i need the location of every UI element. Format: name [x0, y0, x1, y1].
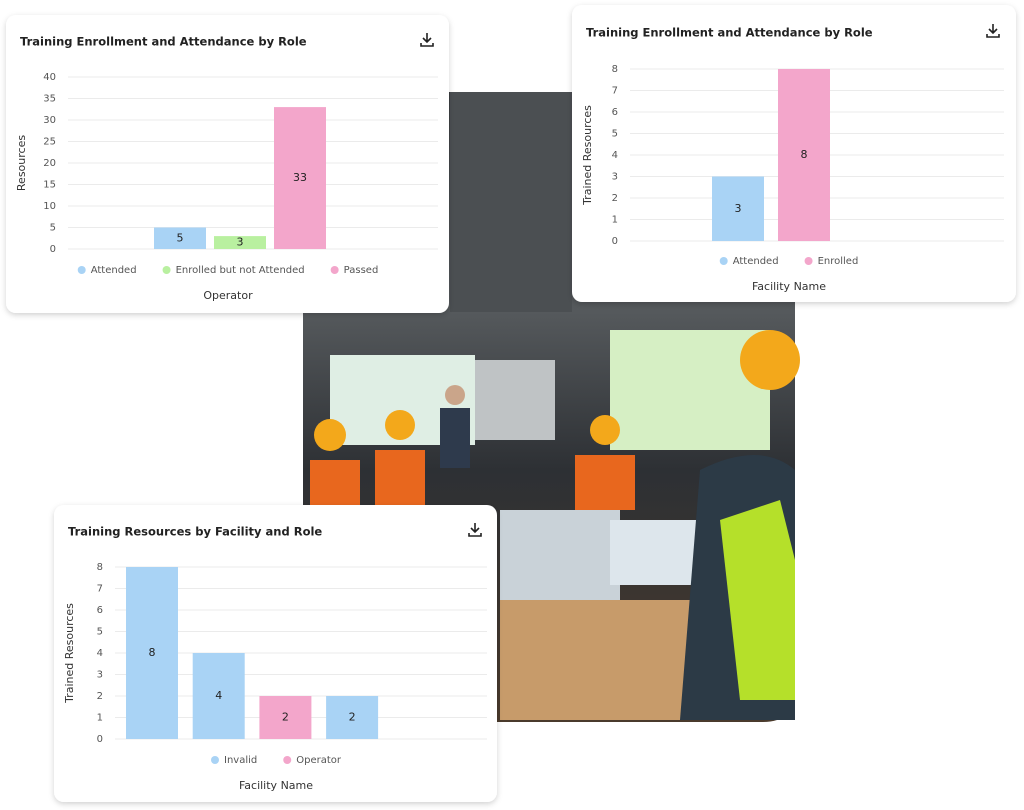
download-button[interactable]	[986, 24, 1000, 38]
x-axis-title: Facility Name	[752, 280, 826, 293]
bar	[214, 236, 266, 249]
legend-label: Passed	[344, 265, 379, 276]
y-tick-label: 2	[612, 193, 618, 204]
y-axis-title: Resources	[15, 135, 28, 191]
y-tick-label: 40	[43, 72, 56, 83]
y-tick-label: 6	[97, 605, 103, 616]
y-tick-label: 5	[50, 223, 56, 234]
legend-swatch	[719, 257, 728, 265]
bar-label: 8	[149, 646, 156, 659]
y-tick-label: 6	[612, 107, 618, 118]
bar	[712, 176, 764, 241]
bar-label: 8	[801, 148, 808, 161]
legend-label: Attended	[91, 265, 137, 276]
legend: Attended Enrolled	[719, 256, 859, 267]
y-tick-label: 10	[43, 201, 56, 212]
bar	[259, 696, 312, 739]
legend-label: Operator	[296, 755, 342, 766]
legend: Invalid Operator	[210, 755, 342, 766]
card	[6, 15, 449, 313]
y-axis-title: Trained Resources	[581, 105, 594, 206]
y-tick-label: 4	[612, 150, 618, 161]
y-tick-label: 5	[612, 129, 618, 140]
y-tick-label: 0	[612, 236, 618, 247]
download-button[interactable]	[468, 523, 482, 537]
bar-label: 3	[237, 236, 244, 249]
y-tick-label: 20	[43, 158, 56, 169]
y-tick-label: 35	[43, 94, 56, 105]
x-axis-title: Operator	[203, 289, 253, 302]
y-tick-label: 0	[50, 244, 56, 255]
legend-swatch	[330, 266, 339, 274]
legend-swatch	[283, 756, 292, 764]
chart-title: Training Resources by Facility and Role	[68, 525, 322, 539]
legend-label: Enrolled	[818, 256, 859, 267]
legend-label: Invalid	[224, 755, 257, 766]
download-button[interactable]	[420, 33, 434, 47]
y-tick-label: 8	[612, 64, 618, 75]
y-tick-label: 4	[97, 648, 103, 659]
bar	[778, 69, 830, 241]
y-tick-label: 30	[43, 115, 56, 126]
bar-label: 33	[293, 171, 307, 184]
legend-swatch	[210, 756, 219, 764]
legend-swatch	[77, 266, 86, 274]
bar-label: 5	[177, 231, 184, 244]
y-tick-label: 0	[97, 734, 103, 745]
bar	[192, 653, 245, 739]
legend: Attended Enrolled but not Attended Passed	[77, 265, 379, 276]
y-axis-title: Trained Resources	[63, 603, 76, 704]
bar	[154, 227, 206, 249]
y-tick-label: 2	[97, 691, 103, 702]
y-tick-label: 3	[97, 670, 103, 681]
y-tick-label: 25	[43, 137, 56, 148]
chart-title: Training Enrollment and Attendance by Ro…	[20, 35, 307, 49]
y-tick-label: 15	[43, 180, 56, 191]
y-tick-label: 3	[612, 172, 618, 183]
x-axis-title: Facility Name	[239, 779, 313, 792]
chart-title: Training Enrollment and Attendance by Ro…	[586, 26, 873, 40]
legend-label: Attended	[733, 256, 779, 267]
bar-label: 3	[735, 202, 742, 215]
y-tick-label: 5	[97, 627, 103, 638]
legend-label: Enrolled but not Attended	[176, 265, 305, 276]
bar-label: 2	[349, 711, 356, 724]
bar	[126, 567, 178, 739]
bar-label: 4	[215, 689, 222, 702]
bar-label: 2	[282, 711, 289, 724]
y-tick-label: 1	[97, 713, 103, 724]
legend-swatch	[804, 257, 813, 265]
bar	[326, 696, 379, 739]
y-tick-label: 8	[97, 562, 103, 573]
legend-swatch	[162, 266, 171, 274]
y-tick-label: 7	[612, 86, 618, 97]
y-tick-label: 7	[97, 584, 103, 595]
y-tick-label: 1	[612, 215, 618, 226]
bar	[274, 107, 326, 249]
